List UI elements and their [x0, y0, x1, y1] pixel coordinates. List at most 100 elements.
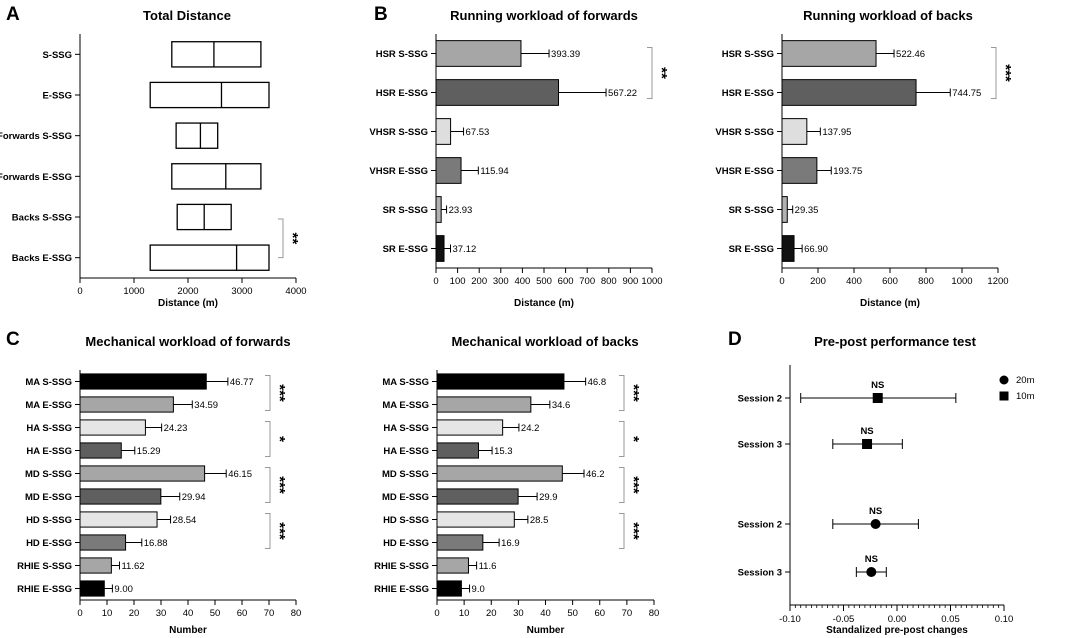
mech_backs-bar	[436, 396, 532, 413]
prepost-legend-marker-circle	[999, 375, 1009, 385]
total_distance-tick-label: 3000	[231, 286, 252, 297]
mech_backs-category-label: MA E-SSG	[382, 400, 429, 411]
mech_forwards-category-label: MD E-SSG	[25, 492, 72, 503]
running_backs-category-label: SR E-SSG	[729, 244, 774, 255]
mech_forwards-bar	[79, 580, 105, 597]
mech_backs-tick-label: 10	[459, 608, 470, 619]
prepost-tick-label: 0.05	[941, 614, 960, 625]
running_forwards-title: Running workload of forwards	[450, 8, 638, 23]
prepost-tick-label: 0.00	[888, 614, 907, 625]
prepost-point-circle	[866, 567, 877, 577]
prepost-point-circle	[870, 519, 881, 529]
mech_forwards-category-label: MA S-SSG	[25, 377, 72, 388]
prepost-title: Pre-post performance test	[814, 334, 976, 349]
prepost-significance-label: NS	[871, 380, 884, 391]
mech_forwards-bar	[79, 488, 162, 505]
running_forwards-category-label: VHSR S-SSG	[369, 127, 428, 138]
mech_forwards-bar	[79, 373, 207, 390]
running_backs-title: Running workload of backs	[803, 8, 973, 23]
mech_backs-value-label: 24.2	[521, 423, 540, 434]
running_forwards-tick-label: 500	[536, 276, 552, 287]
running_backs-tick-label: 400	[846, 276, 862, 287]
running_forwards-category-label: VHSR E-SSG	[369, 166, 428, 177]
running_forwards-bar	[435, 235, 445, 262]
running_backs-value-label: 744.75	[952, 88, 981, 99]
mech_backs-value-label: 15.3	[494, 446, 512, 457]
mech_forwards-value-label: 34.59	[194, 400, 218, 411]
panel-label-b: B	[374, 4, 388, 25]
total_distance-box	[171, 163, 262, 190]
prepost-significance-label: NS	[860, 426, 873, 437]
running_backs-category-label: HSR S-SSG	[722, 49, 774, 60]
mech_forwards-bar	[79, 465, 206, 482]
mech_forwards-title: Mechanical workload of forwards	[85, 334, 290, 349]
running_backs-category-label: SR S-SSG	[729, 205, 774, 216]
total_distance-tick-label: 4000	[285, 286, 306, 297]
mech_backs-significance-label: ***	[625, 384, 642, 402]
running_forwards-value-label: 67.53	[466, 127, 490, 138]
prepost-legend-marker-square	[999, 391, 1009, 401]
total_distance-significance-bracket	[278, 218, 284, 259]
mech_backs-bar	[436, 580, 462, 597]
running_backs-bar	[781, 118, 808, 145]
running_backs-category-label: VHSR E-SSG	[715, 166, 774, 177]
running_forwards-tick-label: 600	[558, 276, 574, 287]
running_backs-bar	[781, 235, 795, 262]
mech_forwards-x-axis-label: Number	[169, 625, 207, 636]
running_backs-tick-label: 0	[779, 276, 784, 287]
mech_forwards-significance-bracket	[265, 375, 271, 411]
total_distance-tick-label: 2000	[177, 286, 198, 297]
panel-label-a: A	[6, 4, 20, 25]
mech_backs-significance-bracket	[619, 467, 625, 503]
running_forwards-tick-label: 700	[579, 276, 595, 287]
running_backs-bar	[781, 157, 818, 184]
mech_backs-value-label: 9.0	[472, 584, 485, 595]
mech_backs-value-label: 34.6	[552, 400, 571, 411]
running_backs-tick-label: 1000	[951, 276, 972, 287]
running_forwards-value-label: 567.22	[608, 88, 637, 99]
mech_forwards-value-label: 46.15	[228, 469, 252, 480]
running_forwards-value-label: 37.12	[452, 244, 476, 255]
mech_backs-bar	[436, 419, 504, 436]
prepost-significance-label: NS	[869, 506, 882, 517]
mech_backs-significance-label: ***	[625, 522, 642, 540]
prepost-x-axis-label: Standalized pre-post changes	[826, 625, 968, 636]
mech_forwards-significance-bracket	[265, 467, 271, 503]
mech_backs-category-label: HD E-SSG	[383, 538, 429, 549]
total_distance-category-label: Backs S-SSG	[12, 213, 72, 224]
total_distance-category-label: Forwards S-SSG	[0, 131, 72, 142]
prepost-tick-label: 0.10	[995, 614, 1014, 625]
mech_forwards-bar	[79, 419, 146, 436]
mech_backs-tick-label: 60	[594, 608, 605, 619]
prepost-significance-label: NS	[865, 554, 878, 565]
prepost-category-label: Session 2	[738, 520, 782, 531]
running_forwards-significance-label: **	[653, 67, 670, 79]
mech_backs-bar	[436, 373, 565, 390]
mech_forwards-significance-bracket	[265, 513, 271, 549]
mech_backs-category-label: RHIE E-SSG	[374, 584, 429, 595]
running_forwards-tick-label: 900	[622, 276, 638, 287]
mech_forwards-value-label: 9.00	[114, 584, 132, 595]
mech_forwards-bar	[79, 511, 158, 528]
running_forwards-category-label: SR S-SSG	[383, 205, 428, 216]
mech_forwards-bar	[79, 442, 122, 459]
running_forwards-tick-label: 800	[601, 276, 617, 287]
running_forwards-value-label: 115.94	[480, 166, 508, 177]
prepost-legend-label: 10m	[1016, 391, 1035, 402]
mech_forwards-significance-bracket	[265, 421, 271, 457]
running_forwards-tick-label: 400	[514, 276, 530, 287]
running_backs-category-label: VHSR S-SSG	[715, 127, 774, 138]
running_forwards-tick-label: 1000	[641, 276, 662, 287]
mech_backs-title: Mechanical workload of backs	[451, 334, 638, 349]
mech_forwards-category-label: HD S-SSG	[26, 515, 72, 526]
running_forwards-bar	[435, 40, 522, 67]
total_distance-tick-label: 0	[77, 286, 82, 297]
mech_backs-tick-label: 40	[540, 608, 551, 619]
mech_forwards-bar	[79, 557, 112, 574]
mech_forwards-category-label: MD S-SSG	[25, 469, 72, 480]
running_forwards-x-axis-label: Distance (m)	[514, 298, 574, 309]
mech_backs-significance-label: *	[625, 436, 642, 442]
mech_backs-tick-label: 0	[434, 608, 439, 619]
mech_forwards-value-label: 11.62	[121, 561, 144, 572]
running_forwards-bar	[435, 157, 462, 184]
